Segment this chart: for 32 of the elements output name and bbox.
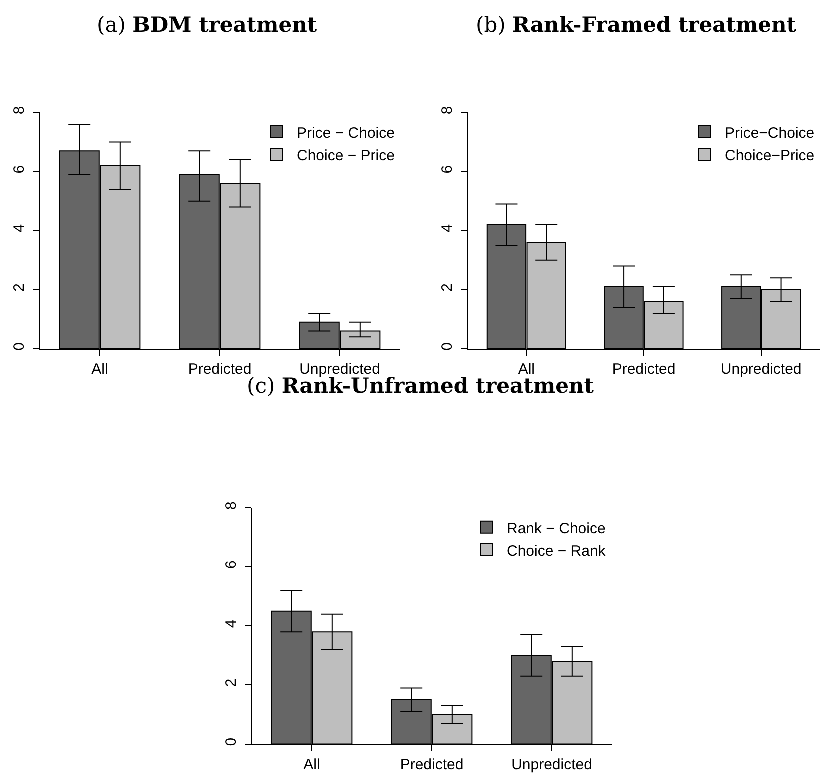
y-tick-label: 6 [439, 165, 456, 174]
y-tick-label: 2 [223, 678, 240, 688]
x-tick-label: Predicted [400, 756, 464, 773]
legend-label: Price − Choice [297, 124, 395, 142]
x-tick-label: Unpredicted [720, 360, 802, 378]
chart-title: (a) BDM treatment [97, 12, 318, 37]
y-tick-label: 0 [11, 342, 28, 351]
y-tick-label: 0 [223, 738, 240, 746]
y-tick-label: 8 [11, 106, 28, 115]
x-tick-label: All [518, 360, 536, 378]
y-tick-label: 4 [439, 224, 456, 233]
legend-label: Choice − Rank [507, 542, 606, 560]
x-tick-label: Unpredicted [300, 360, 380, 378]
legend-label: Rank − Choice [507, 520, 606, 538]
x-tick-label: All [92, 360, 108, 378]
y-tick-label: 4 [223, 620, 240, 628]
legend-label: Choice − Price [297, 147, 395, 164]
legend-label: Price−Choice [725, 124, 815, 142]
x-tick-label: Predicted [188, 360, 252, 378]
y-tick-label: 2 [11, 283, 28, 292]
x-tick-label: Predicted [612, 360, 676, 378]
y-tick-label: 2 [439, 283, 456, 292]
y-tick-label: 6 [11, 165, 28, 174]
y-tick-label: 0 [439, 342, 456, 351]
x-tick-label: Unpredicted [512, 756, 592, 773]
legend-label: Choice−Price [725, 147, 815, 164]
y-tick-label: 8 [223, 502, 240, 510]
y-tick-label: 6 [223, 560, 240, 570]
x-tick-label: All [304, 756, 320, 773]
chart-title: (b) Rank-Framed treatment [476, 12, 797, 37]
y-tick-label: 4 [11, 224, 28, 233]
y-tick-label: 8 [439, 106, 456, 115]
